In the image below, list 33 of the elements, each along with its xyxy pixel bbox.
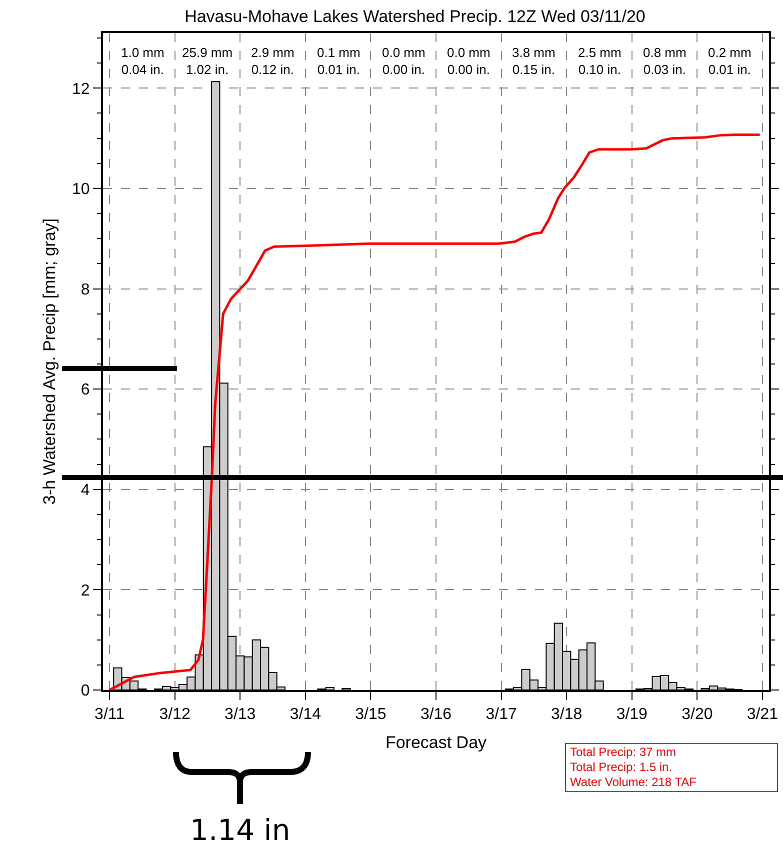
x-tick-label: 3/14 bbox=[290, 706, 322, 724]
annotation: 0.2 mm 0.01 in. bbox=[708, 45, 752, 77]
annotation: 0.8 mm 0.03 in. bbox=[643, 45, 686, 77]
x-tick-label: 3/15 bbox=[355, 706, 386, 724]
x-tick-label: 3/13 bbox=[224, 706, 256, 724]
x-tick-label: 3/17 bbox=[486, 706, 517, 724]
annotation: 3.8 mm 0.15 in. bbox=[512, 45, 556, 77]
y-tick-label: 12 bbox=[72, 80, 90, 98]
y-tick-label: 0 bbox=[80, 682, 90, 700]
x-tick-label: 3/11 bbox=[94, 706, 125, 724]
annotation: 2.5 mm 0.10 in. bbox=[578, 45, 622, 77]
annotation: 1.0 mm 0.04 in. bbox=[121, 45, 164, 77]
annotation: 0.0 mm 0.00 in. bbox=[447, 45, 490, 77]
x-tick-label: 3/20 bbox=[682, 706, 713, 724]
annotation: 25.9 mm 1.02 in. bbox=[182, 45, 233, 77]
x-tick-label: 3/16 bbox=[420, 706, 452, 724]
annotation: 0.0 mm 0.00 in. bbox=[382, 45, 426, 77]
text: 1.14 in bbox=[190, 812, 290, 848]
x-tick-label: 3/18 bbox=[551, 706, 582, 724]
y-tick-label: 8 bbox=[80, 281, 90, 298]
annotation: 0.1 mm 0.01 in. bbox=[317, 45, 360, 77]
x-tick-label: 3/12 bbox=[159, 706, 190, 724]
text: Total Precip: 37 mm Total Precip: 1.5 in. Water Volume: 218 TAF bbox=[565, 743, 778, 792]
y-tick-label: 10 bbox=[72, 181, 90, 198]
x-axis-title: Forecast Day bbox=[385, 733, 488, 752]
y-tick-label: 4 bbox=[80, 482, 90, 499]
x-tick-label: 3/19 bbox=[616, 706, 648, 724]
x-tick-label: 3/21 bbox=[746, 706, 778, 724]
annotation: 2.9 mm 0.12 in. bbox=[251, 45, 294, 77]
y-tick-label: 6 bbox=[80, 382, 90, 399]
chart-title: Havasu-Mohave Lakes Watershed Precip. 12Z Wed 03/11/20 bbox=[184, 7, 646, 26]
y-tick-label: 2 bbox=[80, 582, 90, 600]
y-axis-title: 3-h Watershed Avg. Precip [mm; gray] bbox=[40, 218, 60, 505]
